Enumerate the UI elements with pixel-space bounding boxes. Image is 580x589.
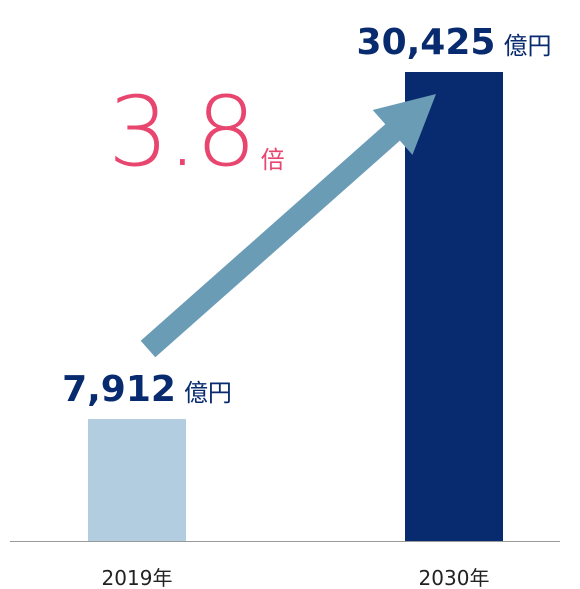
bar [405,72,503,541]
annotation-unit: 倍 [261,146,285,174]
value-label: 7,912 [62,369,176,410]
arrow-shape [140,93,437,358]
value-label: 30,425 [357,22,496,63]
value-unit: 億円 [503,32,551,60]
arrow [140,93,437,358]
value-unit: 億円 [184,379,232,407]
x-tick-label: 2019年 [102,566,173,589]
annotation: 3.8 [108,76,255,188]
x-tick-label: 2030年 [419,566,490,589]
bar [88,419,186,541]
